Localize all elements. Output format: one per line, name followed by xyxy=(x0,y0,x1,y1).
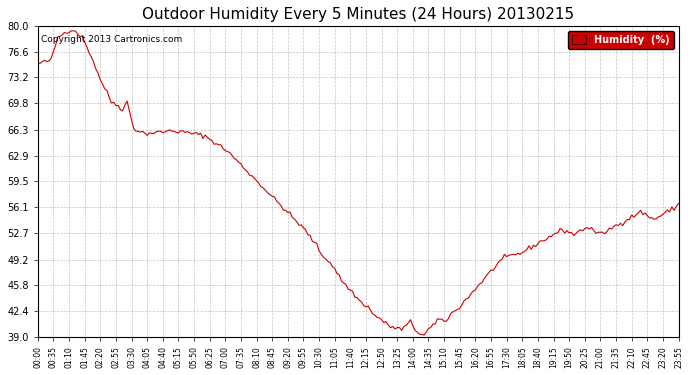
Legend: Humidity  (%): Humidity (%) xyxy=(568,31,673,48)
Title: Outdoor Humidity Every 5 Minutes (24 Hours) 20130215: Outdoor Humidity Every 5 Minutes (24 Hou… xyxy=(142,7,574,22)
Text: Copyright 2013 Cartronics.com: Copyright 2013 Cartronics.com xyxy=(41,35,182,44)
